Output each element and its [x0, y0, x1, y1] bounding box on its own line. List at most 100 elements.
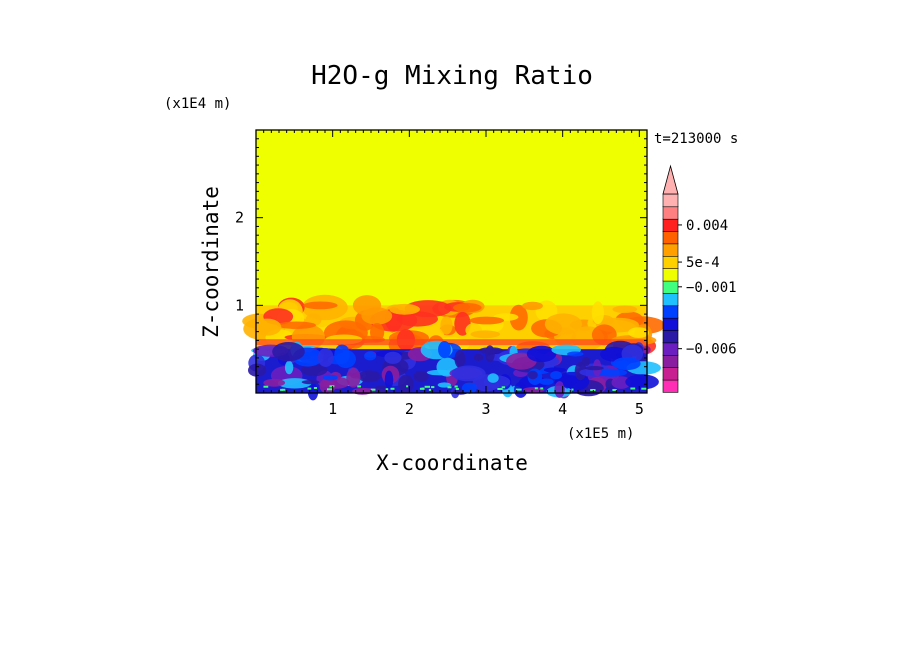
- time-label: t=213000 s: [654, 131, 738, 147]
- lower-layer-eddy: [485, 345, 495, 363]
- x-axis-label: X-coordinate: [376, 451, 528, 475]
- lower-layer-eddy: [346, 367, 361, 388]
- lower-layer-eddy: [454, 350, 466, 368]
- colorbar-cell: [662, 342, 679, 356]
- lower-layer-eddy: [384, 351, 402, 364]
- colorbar-cell: [662, 193, 679, 208]
- lower-layer-eddy: [322, 374, 338, 381]
- surface-speckle: [515, 388, 522, 391]
- lower-layer-eddy: [451, 365, 486, 382]
- surface-speckle: [280, 388, 283, 391]
- lower-layer-eddy: [539, 378, 554, 385]
- lower-layer-eddy: [357, 370, 381, 383]
- upper-layer-eddy: [389, 303, 420, 315]
- y-tick-label: 1: [235, 296, 244, 314]
- lower-layer-eddy: [263, 378, 286, 387]
- x-tick-label: 1: [328, 400, 337, 418]
- lower-layer-eddy: [585, 366, 604, 371]
- y-scale-label: (x1E4 m): [164, 96, 231, 112]
- surface-speckle: [263, 385, 269, 388]
- upper-layer-eddy: [544, 313, 583, 335]
- y-tick-label: 2: [235, 209, 244, 227]
- surface-speckle: [501, 386, 506, 389]
- surface-speckle: [497, 388, 503, 390]
- lower-layer-eddy: [487, 373, 499, 383]
- surface-speckle: [447, 386, 452, 389]
- surface-speckle: [307, 387, 312, 390]
- plot-area: [242, 129, 665, 401]
- surface-speckle: [281, 388, 286, 391]
- colorbar-cell: [662, 354, 679, 368]
- colorbar-cell: [662, 243, 679, 257]
- axis-ticks: 1 2 3 4 5 1 2: [235, 130, 648, 418]
- surface-speckle: [357, 385, 361, 388]
- colorbar-cell: [662, 317, 679, 331]
- lower-layer-eddy: [384, 370, 394, 389]
- surface-speckle: [424, 385, 431, 388]
- lower-layer-eddy: [543, 367, 567, 373]
- lower-layer-eddy: [567, 351, 584, 357]
- lower-layer-eddy: [473, 353, 484, 361]
- lower-layer-eddy: [613, 357, 641, 371]
- lower-layer-eddy: [398, 374, 414, 394]
- x-tick-label: 5: [635, 400, 644, 418]
- surface-speckle: [455, 388, 459, 390]
- lower-layer-eddy: [317, 348, 334, 367]
- colorbar-cell: [662, 280, 679, 294]
- colorbar-tick-label: −0.006: [686, 342, 737, 358]
- upper-layer-eddy: [612, 305, 638, 314]
- surface-speckle: [454, 385, 458, 388]
- surface-speckle: [390, 387, 395, 390]
- surface-speckle: [540, 387, 544, 390]
- lower-layer-eddy: [364, 351, 377, 361]
- surface-speckle: [313, 387, 317, 389]
- lower-layer-eddy: [461, 382, 477, 394]
- surface-speckle: [612, 389, 617, 391]
- x-tick-label: 2: [405, 400, 414, 418]
- upper-layer-eddy: [591, 301, 605, 325]
- colorbar-cell: [662, 329, 679, 344]
- lower-layer-eddy: [527, 370, 538, 380]
- lower-layer-eddy: [301, 380, 320, 385]
- lower-layer-eddy: [374, 385, 388, 394]
- colorbar-tick-label: 0.004: [686, 218, 728, 234]
- colorbar-tick-label: 5e-4: [686, 255, 720, 271]
- upper-layer-eddy: [352, 295, 382, 316]
- lower-layer-eddy: [522, 387, 545, 393]
- surface-speckle: [370, 388, 376, 391]
- lower-layer-eddy: [562, 374, 572, 389]
- surface-speckle: [428, 388, 432, 391]
- upper-layer-eddy: [453, 303, 482, 313]
- upper-layer-eddy: [469, 316, 505, 325]
- lower-layer-eddy: [554, 381, 565, 398]
- colorbar-cell: [662, 206, 679, 220]
- surface-speckle: [641, 387, 648, 390]
- upper-layer-eddy: [253, 318, 282, 336]
- lower-layer-eddy: [277, 378, 312, 389]
- surface-speckle: [329, 385, 335, 388]
- x-tick-label: 3: [481, 400, 490, 418]
- upper-layer-eddy: [276, 321, 316, 329]
- x-scale-label: (x1E5 m): [567, 426, 634, 442]
- colorbar-cell: [662, 379, 679, 393]
- surface-speckle: [385, 388, 389, 391]
- lower-layer-eddy: [625, 374, 659, 390]
- lower-layer-eddy: [272, 342, 305, 362]
- upper-layer-eddy: [470, 330, 501, 339]
- colorbar-cell: [662, 366, 679, 381]
- surface-speckle: [406, 385, 409, 388]
- chart-title: H2O-g Mixing Ratio: [311, 61, 593, 91]
- lower-layer-eddy: [248, 363, 267, 377]
- surface-speckle: [431, 386, 435, 389]
- lower-layer-eddy: [301, 364, 328, 377]
- surface-speckle: [534, 387, 538, 390]
- upper-layer-eddy: [303, 301, 338, 310]
- lower-layer-eddy: [352, 387, 373, 395]
- lower-layer-eddy: [581, 356, 591, 367]
- surface-speckle: [327, 388, 333, 391]
- surface-speckle: [571, 388, 574, 391]
- colorbar-cell: [662, 305, 679, 319]
- colorbar-cell: [662, 230, 679, 245]
